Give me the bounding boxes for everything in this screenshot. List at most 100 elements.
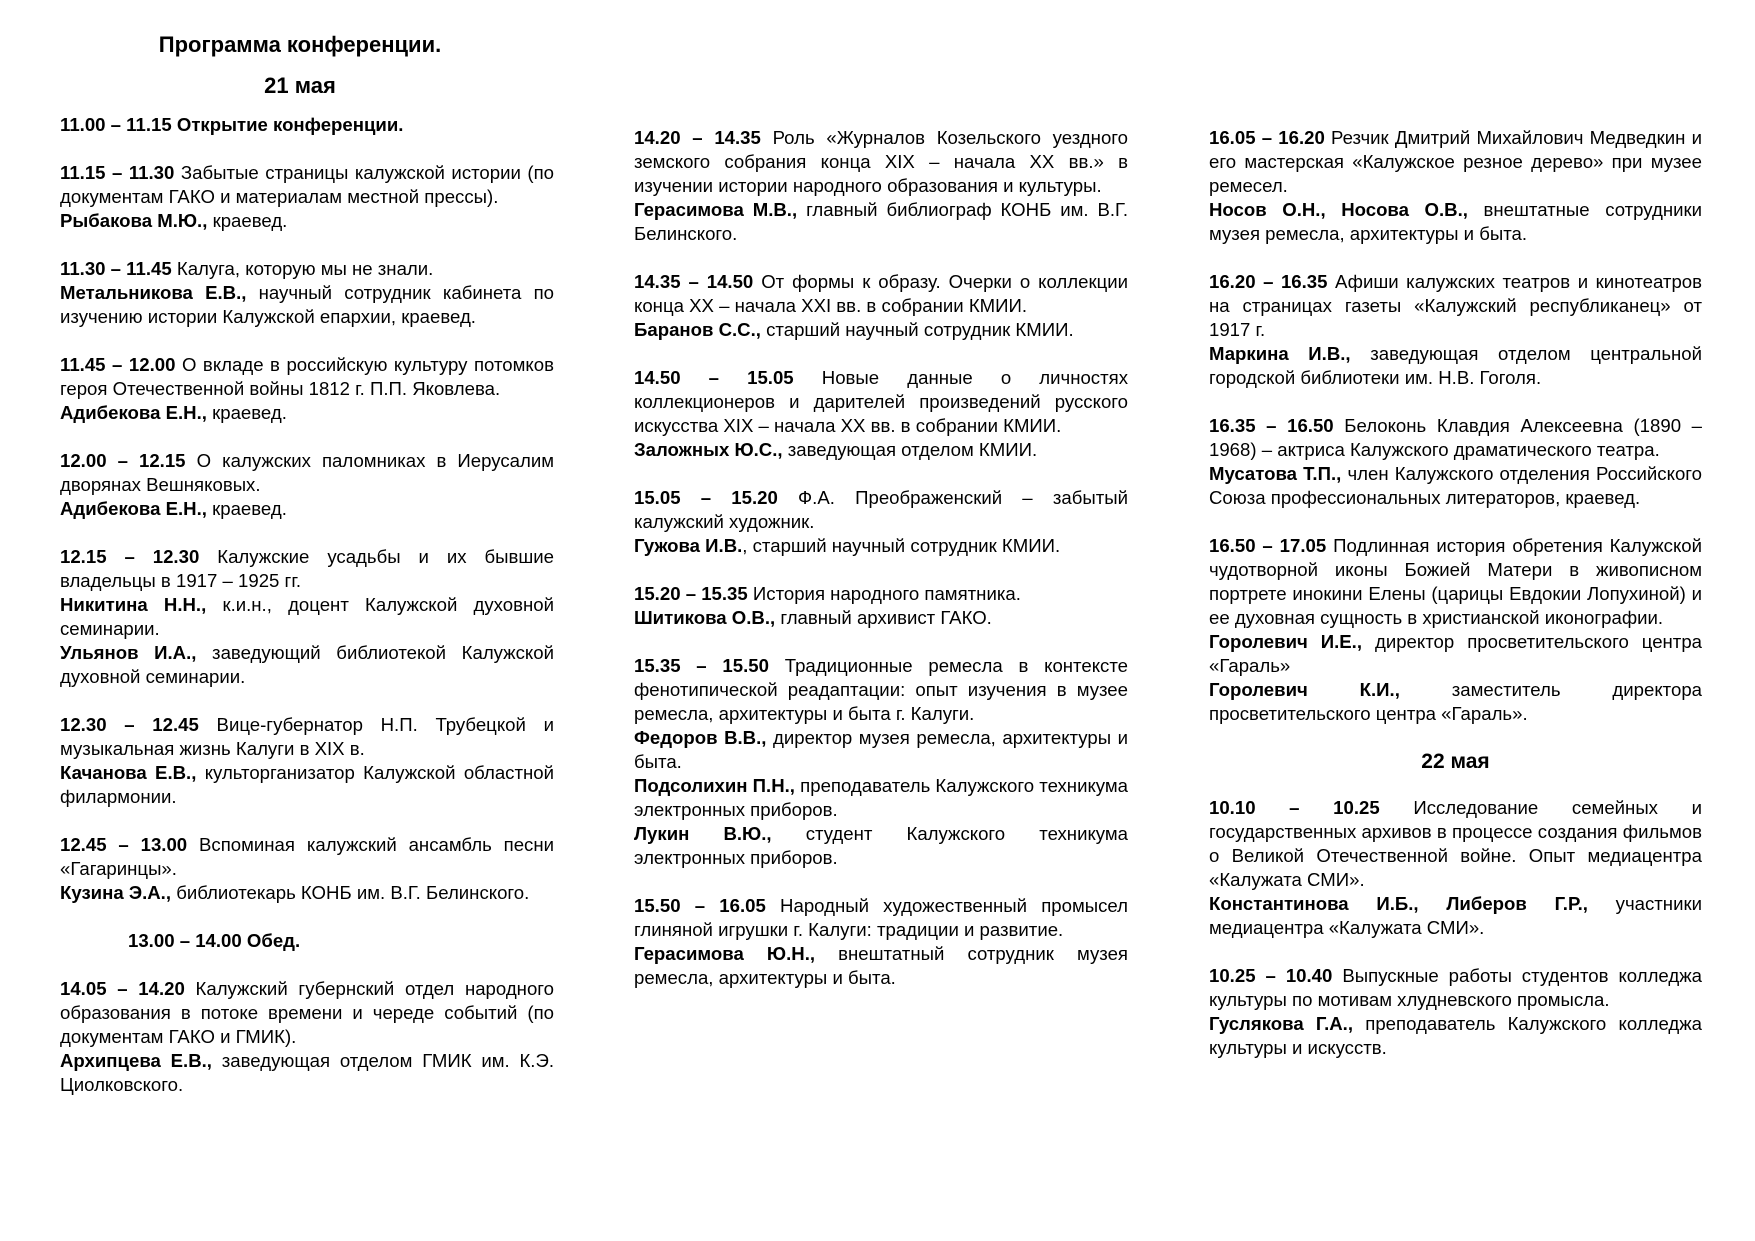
speaker-name: Качанова Е.В., [60, 762, 197, 783]
talk-time: 15.35 – 15.50 [634, 655, 769, 676]
talk: 12.45 – 13.00 Вспоминая калужский ансамб… [60, 833, 554, 881]
talk: 15.35 – 15.50 Традиционные ремесла в кон… [634, 654, 1128, 726]
talk-time: 10.25 – 10.40 [1209, 965, 1333, 986]
speaker-name: Баранов С.С., [634, 319, 761, 340]
speaker: Носов О.Н., Носова О.В., внештатные сотр… [1209, 198, 1702, 246]
talk-title: О калужских паломниках в Иерусалим дворя… [60, 450, 555, 495]
talk-title: Афиши калужских театров и кинотеатров на… [1209, 271, 1702, 340]
talk-time: 12.45 – 13.00 [60, 834, 188, 855]
talk-title: Роль «Журналов Козельского уездного земс… [634, 127, 1128, 196]
talk-title: Открытие конференции. [176, 114, 404, 135]
talk-time: 12.15 – 12.30 [60, 546, 200, 567]
speaker-role: заместитель директора просветительского … [1209, 679, 1703, 724]
program-entry: 14.50 – 15.05 Новые данные о личностях к… [634, 366, 1128, 462]
speaker-name: Герасимова М.В., [634, 199, 798, 220]
speaker: Подсолихин П.Н., преподаватель Калужског… [634, 774, 1128, 822]
talk-time: 11.45 – 12.00 [60, 354, 176, 375]
talk-title: От формы к образу. Очерки о коллекции ко… [634, 271, 1129, 316]
talk: 10.10 – 10.25 Исследование семейных и го… [1209, 796, 1702, 892]
speaker: Горолевич И.Е., директор просветительско… [1209, 630, 1702, 678]
talk-time: 16.50 – 17.05 [1209, 535, 1327, 556]
speaker-role: главный архивист ГАКО. [780, 607, 992, 628]
speaker-name: Рыбакова М.Ю., [60, 210, 208, 231]
talk: 15.05 – 15.20 Ф.А. Преображенский – забы… [634, 486, 1128, 534]
speaker-name: Мусатова Т.П., [1209, 463, 1342, 484]
speaker: Константинова И.Б., Либеров Г.Р., участн… [1209, 892, 1702, 940]
speaker: Ульянов И.А., заведующий библиотекой Кал… [60, 641, 554, 689]
talk: 15.20 – 15.35 История народного памятник… [634, 582, 1128, 606]
speaker-name: Федоров В.В., [634, 727, 767, 748]
speaker-role: преподаватель Калужского техникума элект… [634, 775, 1129, 820]
talk: 16.50 – 17.05 Подлинная история обретени… [1209, 534, 1702, 630]
talk-time: 15.05 – 15.20 [634, 487, 778, 508]
speaker: Баранов С.С., старший научный сотрудник … [634, 318, 1128, 342]
speaker-role: директор просветительского центра «Гарал… [1209, 631, 1703, 676]
speaker-name: Константинова И.Б., Либеров Г.Р., [1209, 893, 1588, 914]
speaker-name: Горолевич К.И., [1209, 679, 1400, 700]
talk-time: 15.50 – 16.05 [634, 895, 766, 916]
talk-time: 11.30 – 11.45 [60, 258, 172, 279]
program-entry: 11.15 – 11.30 Забытые страницы калужской… [60, 161, 554, 233]
speaker-role: директор музея ремесла, архитектуры и бы… [634, 727, 1128, 772]
talk-title: Исследование семейных и государственных … [1209, 797, 1703, 890]
speaker: Лукин В.Ю., студент Калужского техникума… [634, 822, 1128, 870]
talk-title: Новые данные о личностях коллекционеров … [634, 367, 1128, 436]
speaker-name: Метальникова Е.В., [60, 282, 247, 303]
program-entry: 16.20 – 16.35 Афиши калужских театров и … [1209, 270, 1702, 390]
talk-time: 14.35 – 14.50 [634, 271, 754, 292]
talk-title: О вкладе в российскую культуру потомков … [60, 354, 554, 399]
talk: 11.45 – 12.00 О вкладе в российскую куль… [60, 353, 554, 401]
speaker-role: краевед. [212, 498, 287, 519]
speaker: Гужова И.В., старший научный сотрудник К… [634, 534, 1128, 558]
speaker-role: преподаватель Калужского колледжа культу… [1209, 1013, 1703, 1058]
talk-title: Белоконь Клавдия Алексеевна (1890 – 1968… [1209, 415, 1702, 460]
speaker-name: Маркина И.В., [1209, 343, 1351, 364]
speaker-name: Никитина Н.Н., [60, 594, 207, 615]
speaker-role: член Калужского отделения Российского Со… [1209, 463, 1702, 508]
talk-title: Калужский губернский отдел народного обр… [60, 978, 555, 1047]
lunch-break: 13.00 – 14.00 Обед. [128, 930, 301, 951]
speaker-name: Ульянов И.А., [60, 642, 197, 663]
speaker-role: к.и.н., доцент Калужской духовной семина… [60, 594, 554, 639]
talk: 11.30 – 11.45 Калуга, которую мы не знал… [60, 257, 554, 281]
talk-title: Традиционные ремесла в контексте фенотип… [634, 655, 1128, 724]
program-entry: 15.20 – 15.35 История народного памятник… [634, 582, 1128, 630]
speaker-name: Гужова И.В. [634, 535, 743, 556]
talk-time: 12.00 – 12.15 [60, 450, 186, 471]
speaker-role: участники медиацентра «Калужата СМИ». [1209, 893, 1702, 938]
speaker-role: краевед. [212, 402, 287, 423]
program-entry: 16.05 – 16.20 Резчик Дмитрий Михайлович … [1209, 126, 1702, 246]
program-entry: 14.35 – 14.50 От формы к образу. Очерки … [634, 270, 1128, 342]
speaker-role: заведующий библиотекой Калужской духовно… [60, 642, 554, 687]
program-entry: 16.35 – 16.50 Белоконь Клавдия Алексеевн… [1209, 414, 1702, 510]
talk-time: 10.10 – 10.25 [1209, 797, 1380, 818]
talk: 15.50 – 16.05 Народный художественный пр… [634, 894, 1128, 942]
program-entry: 15.05 – 15.20 Ф.А. Преображенский – забы… [634, 486, 1128, 558]
day-heading: 21 мая [264, 73, 336, 98]
talk: 12.15 – 12.30 Калужские усадьбы и их быв… [60, 545, 554, 593]
talk-time: 15.20 – 15.35 [634, 583, 748, 604]
program-column-2: 14.20 – 14.35 Роль «Журналов Козельского… [634, 126, 1128, 1014]
talk: 14.50 – 15.05 Новые данные о личностях к… [634, 366, 1128, 438]
speaker: Заложных Ю.С., заведующая отделом КМИИ. [634, 438, 1128, 462]
speaker-role: внештатные сотрудники музея ремесла, арх… [1209, 199, 1702, 244]
speaker-role: заведующая отделом центральной городской… [1209, 343, 1703, 388]
talk-title: Ф.А. Преображенский – забытый калужский … [634, 487, 1129, 532]
talk-title: История народного памятника. [752, 583, 1021, 604]
speaker: Федоров В.В., директор музея ремесла, ар… [634, 726, 1128, 774]
talk-title: Забытые страницы калужской истории (по д… [60, 162, 554, 207]
speaker-name: Заложных Ю.С., [634, 439, 783, 460]
talk-time: 11.00 – 11.15 [60, 114, 172, 135]
speaker: Метальникова Е.В., научный сотрудник каб… [60, 281, 554, 329]
talk-time: 16.20 – 16.35 [1209, 271, 1328, 292]
program-entry: 12.30 – 12.45 Вице-губернатор Н.П. Трубе… [60, 713, 554, 809]
speaker-role: студент Калужского техникума электронных… [634, 823, 1129, 868]
speaker-role: внештатный сотрудник музея ремесла, архи… [634, 943, 1128, 988]
speaker: Герасимова М.В., главный библиограф КОНБ… [634, 198, 1128, 246]
speaker-name: Лукин В.Ю., [634, 823, 772, 844]
day-heading: 22 мая [1421, 750, 1490, 773]
program-column-1: 11.00 – 11.15 Открытие конференции. 11.15… [60, 113, 554, 1121]
program-entry: 12.00 – 12.15 О калужских паломниках в И… [60, 449, 554, 521]
speaker-role: краевед. [212, 210, 288, 231]
program-entry: 14.20 – 14.35 Роль «Журналов Козельского… [634, 126, 1128, 246]
